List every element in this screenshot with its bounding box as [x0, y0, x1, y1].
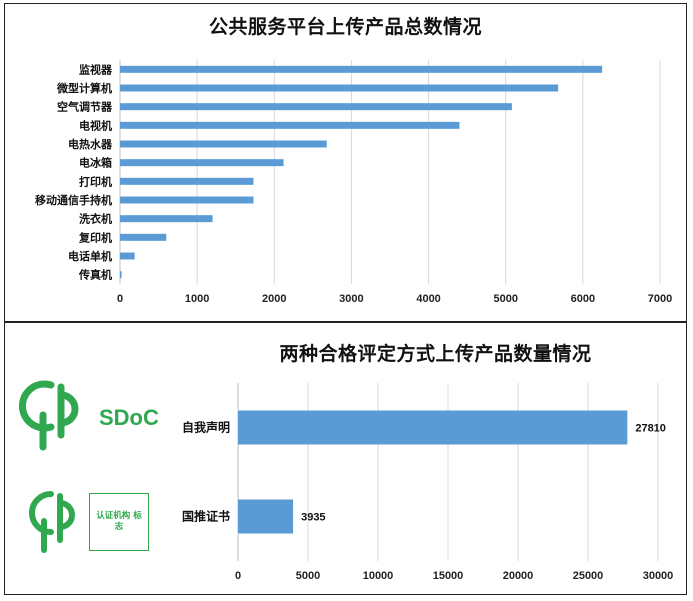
- data-label: 3935: [301, 512, 325, 524]
- bar: [120, 196, 254, 204]
- x-tick-label: 5000: [296, 570, 320, 582]
- x-tick-label: 10000: [363, 570, 394, 582]
- sdoc-logo-text: SDoC: [99, 405, 159, 430]
- bar: [120, 252, 135, 260]
- category-label: 自我声明: [182, 420, 230, 435]
- bar: [120, 140, 327, 148]
- x-tick-label: 0: [235, 570, 241, 582]
- category-label: 复印机: [78, 230, 112, 244]
- data-label: 27810: [635, 423, 666, 435]
- x-tick-label: 2000: [262, 293, 286, 305]
- cgp-mark-icon: [29, 491, 75, 553]
- category-label: 空气调节器: [57, 100, 113, 114]
- x-tick-label: 15000: [433, 570, 464, 582]
- cert-body-mark: 认证机构 标志: [89, 493, 149, 551]
- cgp-mark-icon: [18, 380, 79, 451]
- cgp-logo: [29, 491, 75, 553]
- bar: [238, 499, 294, 534]
- category-label: 电视机: [79, 118, 112, 132]
- bar: [120, 84, 559, 92]
- x-tick-label: 0: [117, 293, 123, 305]
- x-tick-label: 3000: [339, 293, 363, 305]
- x-tick-label: 5000: [493, 293, 517, 305]
- bar: [120, 271, 122, 279]
- category-label: 打印机: [79, 174, 112, 188]
- category-label: 传真机: [78, 268, 112, 282]
- category-label: 电热水器: [68, 137, 113, 151]
- bottom-chart-panel: 两种合格评定方式上传产品数量情况 0 5000 10000 15000 20000 250…: [4, 322, 687, 595]
- bar: [120, 121, 460, 129]
- x-tick-label: 4000: [416, 293, 440, 305]
- sdoc-logo: SDoC: [18, 380, 159, 451]
- top-bar-chart: 0 1000 2000 3000 4000 5000 6000 7000 监视器微型计算机空气调…: [35, 60, 672, 305]
- category-label: 电冰箱: [79, 156, 112, 170]
- x-tick-label: 7000: [648, 293, 672, 305]
- category-label: 微型计算机: [56, 81, 112, 95]
- category-label: 移动通信手持机: [35, 193, 112, 207]
- x-tick-label: 1000: [185, 293, 209, 305]
- bar: [120, 159, 284, 167]
- bar: [120, 65, 603, 73]
- category-label: 国推证书: [182, 509, 230, 524]
- category-label: 监视器: [79, 62, 113, 76]
- bar: [120, 177, 254, 185]
- category-label: 洗衣机: [79, 212, 112, 226]
- top-chart-title: 公共服务平台上传产品总数情况: [208, 16, 482, 38]
- bottom-bar-chart: 0 5000 10000 15000 20000 25000 30000 自我声明 27810 国…: [182, 383, 674, 582]
- bottom-chart-title: 两种合格评定方式上传产品数量情况: [279, 343, 592, 365]
- x-tick-label: 25000: [573, 570, 604, 582]
- x-tick-label: 20000: [503, 570, 534, 582]
- cert-body-mark-text: 认证机构 标志: [96, 511, 142, 532]
- x-tick-label: 30000: [643, 570, 674, 582]
- x-tick-label: 6000: [571, 293, 595, 305]
- bar: [120, 103, 512, 111]
- top-chart-panel: 公共服务平台上传产品总数情况 0 1000 2000 3000 4000 5000 6000…: [4, 3, 687, 322]
- category-label: 电话单机: [68, 249, 112, 263]
- bar: [120, 233, 167, 241]
- bar: [238, 410, 628, 445]
- bar: [120, 215, 213, 223]
